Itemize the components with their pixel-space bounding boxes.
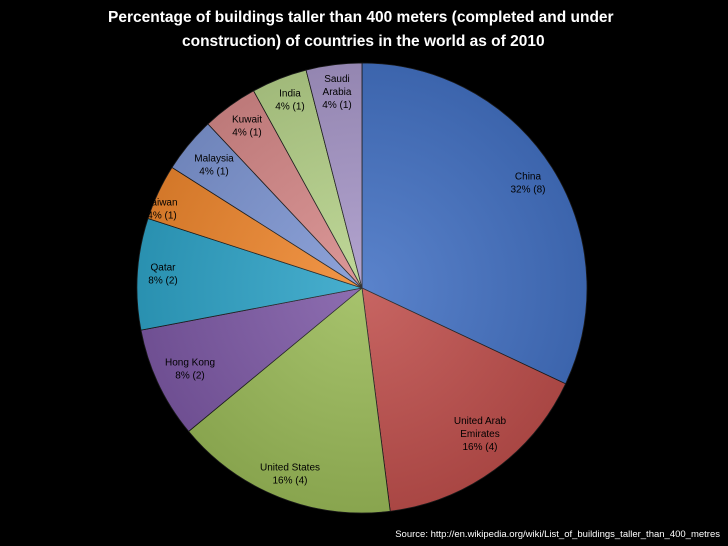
slice-label-line: Saudi bbox=[324, 74, 350, 85]
slice-label-line: Qatar bbox=[150, 263, 176, 274]
slice-label-line: 4% (1) bbox=[199, 167, 228, 178]
slice-label-line: 4% (1) bbox=[147, 211, 176, 222]
slice-label-line: United Arab bbox=[454, 416, 507, 427]
slice-label-6: Taiwan 4% (1) bbox=[146, 198, 177, 222]
pie-labels: China 32% (8)United Arab Emirates 16% (4)Un… bbox=[146, 74, 545, 487]
slice-label-3: United States 16% (4) bbox=[260, 463, 320, 487]
slice-label-line: Kuwait bbox=[232, 115, 262, 126]
slice-label-line: Malaysia bbox=[194, 154, 234, 165]
slice-label-line: 32% (8) bbox=[510, 185, 545, 196]
slice-label-line: 4% (1) bbox=[275, 102, 304, 113]
slice-label-line: 8% (2) bbox=[175, 371, 204, 382]
slice-label-4: Hong Kong 8% (2) bbox=[165, 358, 215, 382]
slice-label-5: Qatar 8% (2) bbox=[148, 263, 177, 287]
slice-label-line: India bbox=[279, 89, 301, 100]
chart-title: Percentage of buildings taller than 400 … bbox=[0, 6, 728, 54]
slice-label-line: Taiwan bbox=[146, 198, 177, 209]
slice-label-10: Saudi Arabia 4% (1) bbox=[322, 74, 352, 111]
slice-label-line: 8% (2) bbox=[148, 276, 177, 287]
pie-slices bbox=[136, 62, 588, 514]
slice-label-line: China bbox=[515, 172, 542, 183]
slice-label-line: 16% (4) bbox=[462, 442, 497, 453]
slice-label-line: Emirates bbox=[460, 429, 499, 440]
slice-label-line: Arabia bbox=[323, 87, 352, 98]
source-note: Source: http://en.wikipedia.org/wiki/Lis… bbox=[395, 529, 720, 540]
chart-title-line-2: construction) of countries in the world … bbox=[182, 33, 545, 50]
slice-label-line: 16% (4) bbox=[272, 476, 307, 487]
slice-label-8: Kuwait 4% (1) bbox=[232, 115, 262, 139]
slice-label-2: United Arab Emirates 16% (4) bbox=[454, 416, 507, 453]
slice-label-line: 4% (1) bbox=[322, 100, 351, 111]
slice-label-line: Hong Kong bbox=[165, 358, 215, 369]
slice-label-1: China 32% (8) bbox=[510, 172, 545, 196]
chart-title-line-1: Percentage of buildings taller than 400 … bbox=[108, 9, 614, 26]
slice-label-9: India 4% (1) bbox=[275, 89, 304, 113]
slice-label-7: Malaysia 4% (1) bbox=[194, 154, 234, 178]
slice-label-line: 4% (1) bbox=[232, 128, 261, 139]
slice-label-line: United States bbox=[260, 463, 320, 474]
